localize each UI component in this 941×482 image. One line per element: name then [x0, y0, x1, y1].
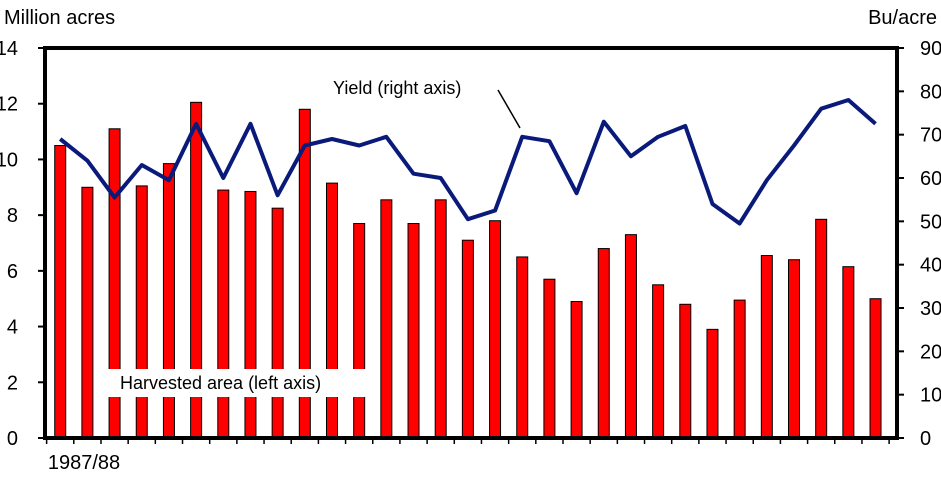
bar-2004/05	[516, 256, 529, 439]
right-tick-label: 30	[920, 298, 941, 320]
bar-2016/17	[842, 266, 855, 439]
right-tick-label: 50	[920, 211, 941, 233]
annotation-area: Harvested area (left axis)	[107, 369, 369, 397]
bar-2005/06	[543, 278, 556, 439]
right-tick-label: 90	[920, 38, 941, 60]
bar-1994/95	[244, 190, 257, 439]
right-tick-label: 60	[920, 168, 941, 190]
left-tick-label: 6	[7, 261, 18, 283]
bar-1987/88	[54, 145, 67, 439]
right-tick-label: 70	[920, 125, 941, 147]
right-tick-label: 80	[920, 81, 941, 103]
left-tick-label: 4	[7, 317, 18, 339]
plot-frame	[43, 46, 899, 440]
bar-2009/10	[652, 284, 665, 439]
bar-2008/09	[624, 234, 637, 439]
left-tick-label: 14	[0, 38, 18, 60]
right-tick-label: 0	[920, 428, 931, 450]
left-tick-label: 12	[0, 94, 18, 116]
x-tick-label: 1987/88	[48, 452, 120, 474]
bar-1988/89	[81, 186, 94, 439]
right-tick-label: 20	[920, 341, 941, 363]
bar-2012/13	[733, 299, 746, 439]
bar-2006/07	[570, 301, 583, 439]
bars-group	[54, 101, 882, 439]
bar-2002/03	[461, 239, 474, 439]
bar-2013/14	[760, 255, 773, 439]
bar-2014/15	[787, 259, 800, 439]
area-label: Harvested area (left axis)	[120, 373, 321, 393]
left-tick-label: 2	[7, 372, 18, 394]
right-tick-label: 10	[920, 385, 941, 407]
left-tick-label: 8	[7, 205, 18, 227]
bar-1997/98	[325, 182, 338, 439]
bar-1990/91	[135, 185, 148, 439]
annotation-yield: Yield (right axis)	[328, 74, 521, 129]
bar-2001/02	[434, 199, 447, 439]
yield-label-box	[328, 74, 490, 102]
bar-1995/96	[271, 207, 284, 439]
bar-2011/12	[706, 328, 719, 439]
yield-line-group	[58, 98, 877, 226]
right-axis: 0 10 20 30 40 50 60 70 80 90	[897, 38, 941, 450]
bar-2017/18	[869, 298, 882, 439]
left-tick-label: 0	[7, 428, 18, 450]
right-tick-label: 40	[920, 255, 941, 277]
right-axis-label: Bu/acre	[868, 7, 937, 29]
bar-1999/2000	[380, 199, 393, 439]
x-axis: 1987/88	[45, 438, 890, 474]
left-tick-label: 10	[0, 149, 18, 171]
bar-2010/11	[679, 303, 692, 439]
bar-2015/16	[815, 218, 828, 439]
bar-2003/04	[489, 220, 502, 439]
area-label-box	[107, 369, 369, 397]
bar-1993/94	[217, 189, 230, 439]
yield-leader-line	[497, 89, 521, 129]
left-axis-label: Million acres	[4, 7, 115, 29]
bar-2007/08	[597, 248, 610, 439]
yield-label: Yield (right axis)	[333, 78, 461, 98]
left-axis: 0 2 4 6 8 10 12 14	[0, 38, 45, 450]
yield-line	[58, 98, 877, 226]
bar-1998/99	[353, 223, 366, 439]
bar-2000/01	[407, 223, 420, 439]
